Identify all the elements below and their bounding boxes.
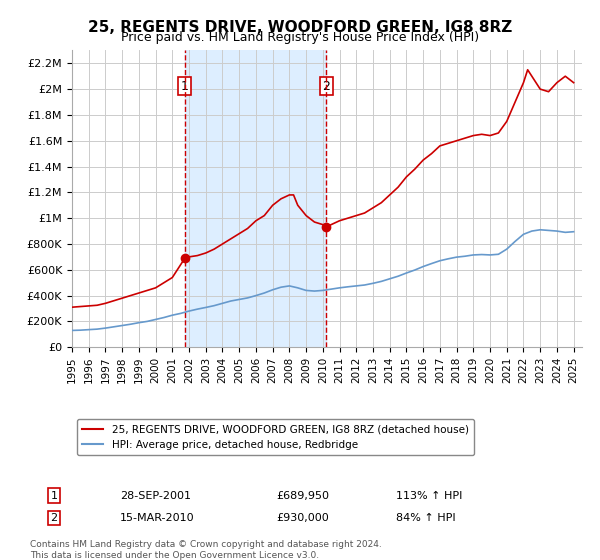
Text: £689,950: £689,950	[276, 491, 329, 501]
Text: 113% ↑ HPI: 113% ↑ HPI	[396, 491, 463, 501]
Text: 15-MAR-2010: 15-MAR-2010	[120, 513, 194, 523]
Text: 28-SEP-2001: 28-SEP-2001	[120, 491, 191, 501]
Text: £930,000: £930,000	[276, 513, 329, 523]
Text: 2: 2	[50, 513, 58, 523]
Text: Contains HM Land Registry data © Crown copyright and database right 2024.
This d: Contains HM Land Registry data © Crown c…	[30, 540, 382, 560]
Text: 84% ↑ HPI: 84% ↑ HPI	[396, 513, 455, 523]
Legend: 25, REGENTS DRIVE, WOODFORD GREEN, IG8 8RZ (detached house), HPI: Average price,: 25, REGENTS DRIVE, WOODFORD GREEN, IG8 8…	[77, 419, 474, 455]
Text: Price paid vs. HM Land Registry's House Price Index (HPI): Price paid vs. HM Land Registry's House …	[121, 31, 479, 44]
Bar	[185, 50, 326, 347]
Text: 1: 1	[50, 491, 58, 501]
Text: 25, REGENTS DRIVE, WOODFORD GREEN, IG8 8RZ: 25, REGENTS DRIVE, WOODFORD GREEN, IG8 8…	[88, 20, 512, 35]
Text: 2: 2	[322, 80, 330, 92]
Text: 1: 1	[181, 80, 189, 92]
